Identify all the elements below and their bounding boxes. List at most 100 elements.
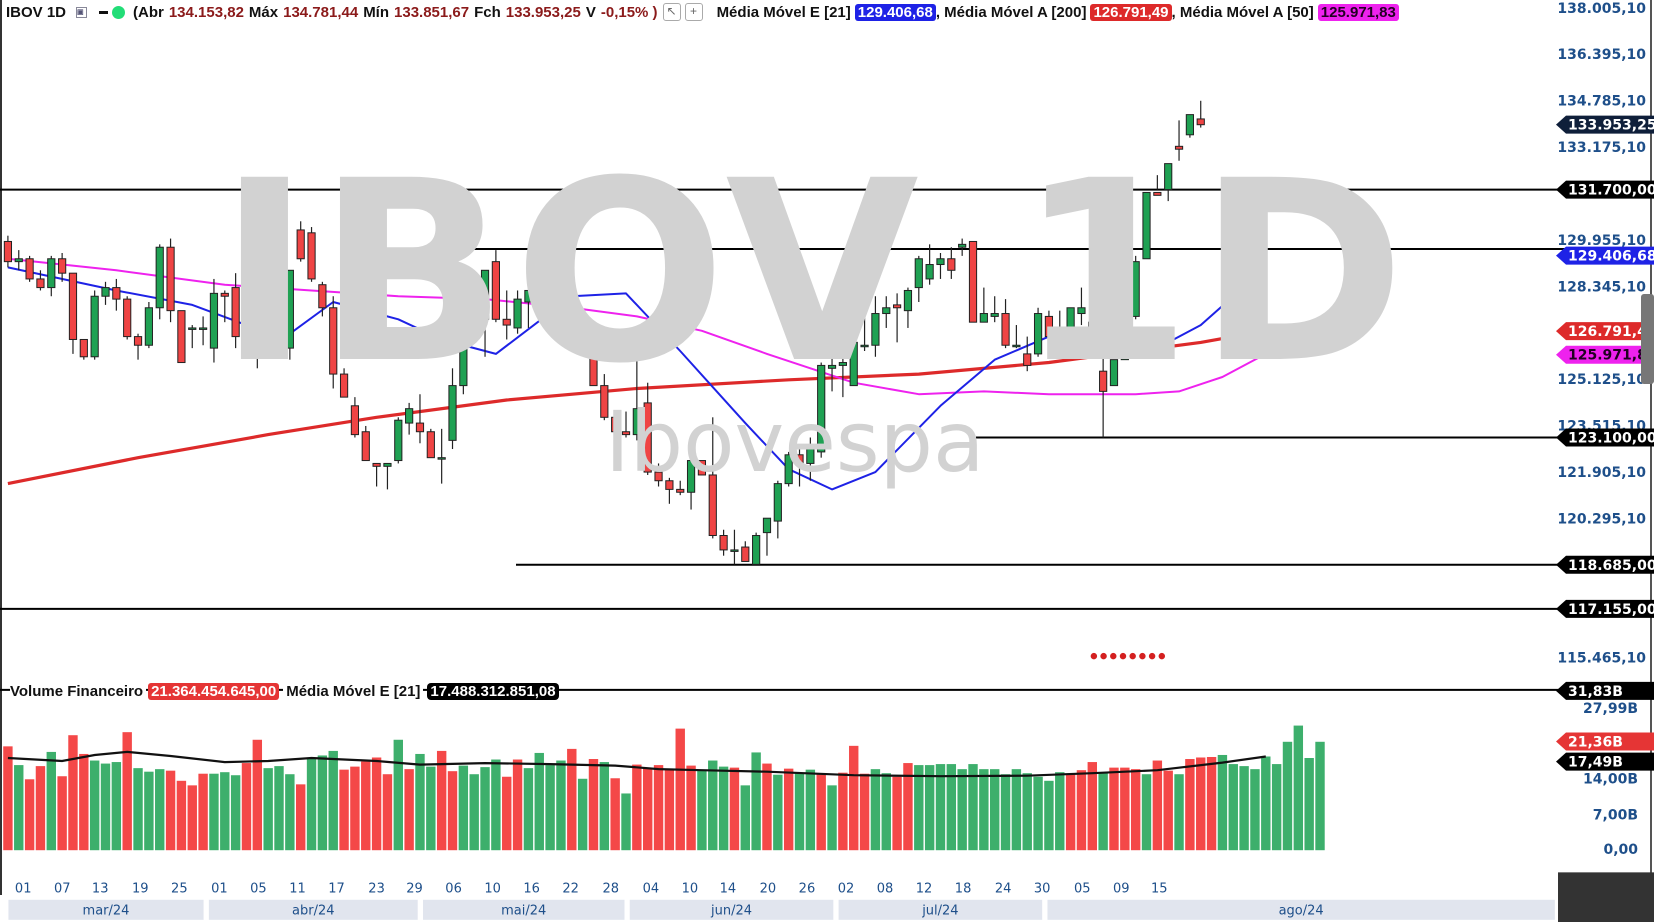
volume-tag: 21,36B (1568, 735, 1623, 751)
price-tag (1556, 428, 1654, 447)
volume-bar (870, 769, 881, 851)
price-tag (1556, 599, 1654, 618)
volume-bar (653, 765, 664, 851)
volume-bar (1120, 767, 1130, 851)
x-tick-label: 14 (720, 881, 737, 896)
volume-bar (1228, 764, 1238, 851)
x-tick-label: 09 (1113, 881, 1130, 896)
add-indicator-button[interactable]: + (684, 3, 703, 21)
volume-bar (1315, 741, 1325, 851)
volume-bar (718, 766, 729, 851)
corner-panel (1558, 872, 1654, 922)
volume-tick-label: 7,00B (1593, 807, 1638, 823)
y-tick-label: 120.295,10 (1557, 511, 1646, 527)
signal-dot (1148, 652, 1156, 660)
volume-bar (491, 759, 501, 851)
svg-text:123.100,00: 123.100,00 (1568, 430, 1654, 446)
volume-bar (805, 769, 816, 851)
volume-bar (588, 759, 599, 851)
volume-bar (1044, 780, 1054, 851)
volume-bar (1141, 774, 1152, 851)
month-band (629, 899, 834, 920)
signal-dot (1100, 652, 1107, 660)
volume-tick-label: 27,99B (1583, 701, 1638, 717)
volume-bar (79, 753, 89, 851)
volume-bar (577, 778, 588, 851)
x-tick-label: 13 (92, 881, 109, 896)
volume-bar (274, 766, 284, 851)
x-tick-label: 02 (838, 881, 855, 896)
y-tick-label: 129.955,10 (1557, 233, 1646, 249)
svg-text:125.971,83: 125.971,83 (1568, 348, 1654, 364)
x-tick-label: 01 (15, 881, 32, 896)
volume-bar (1033, 776, 1043, 851)
cursor-button[interactable]: ↖ (662, 3, 681, 21)
x-tick-label: 17 (328, 881, 345, 896)
high-value: 134.781,44 (283, 3, 359, 21)
collapse-icon[interactable] (99, 10, 109, 14)
price-tag (1556, 180, 1654, 199)
svg-text:ago/24: ago/24 (1279, 904, 1324, 919)
volume-bar (697, 770, 707, 851)
volume-bar (1000, 774, 1011, 851)
volume-bar (729, 767, 740, 851)
volume-bar (827, 785, 837, 851)
volume-bar (1239, 766, 1249, 851)
x-tick-label: 11 (289, 881, 306, 896)
properties-icon[interactable]: ▣ (76, 6, 88, 18)
volume-bar (881, 773, 891, 851)
volume-bar (382, 774, 393, 851)
y-tick-label: 121.905,10 (1557, 465, 1646, 481)
volume-bar (1055, 772, 1065, 851)
volume-bar (317, 755, 328, 851)
volume-bar (1011, 769, 1022, 851)
volume-bar (1293, 725, 1304, 851)
volume-bar (68, 735, 78, 851)
volume-bar (415, 753, 425, 851)
x-tick-label: 25 (171, 881, 188, 896)
volume-header: Volume Financeiro 21.364.454.645,00 Médi… (10, 683, 559, 700)
svg-text:118.685,00: 118.685,00 (1568, 558, 1654, 574)
volume-bar (751, 752, 761, 851)
volume-bar (1022, 773, 1032, 851)
ma200-value: 126.791,49 (1090, 3, 1172, 21)
volume-bar (35, 766, 46, 851)
symbol-label: IBOV 1D (6, 3, 67, 21)
volume-bar (632, 764, 642, 851)
volume-label: Volume Financeiro (10, 683, 147, 700)
svg-text:jul/24: jul/24 (921, 904, 958, 919)
y-tick-label: 138.005,10 (1557, 1, 1646, 17)
y-tick-label: 134.785,10 (1557, 94, 1646, 110)
y-tick-label: 125.125,10 (1557, 372, 1646, 388)
volume-bar (762, 763, 772, 851)
scroll-handle[interactable] (1641, 294, 1654, 384)
volume-bar (436, 750, 447, 851)
volume-bar (198, 773, 208, 851)
volume-bar (599, 762, 610, 851)
volume-bar (3, 746, 13, 851)
price-tag (1556, 555, 1654, 574)
volume-bar (816, 774, 826, 851)
volume-tag: 31,83B (1568, 684, 1623, 700)
chart-header: IBOV 1D ▣ (Abr 134.153,82 Máx 134.781,44… (6, 2, 1399, 22)
y-tick-label: 128.345,10 (1557, 279, 1646, 295)
volume-bar (230, 775, 241, 851)
volume-bar (1087, 762, 1097, 851)
volume-bar (859, 773, 870, 851)
volume-bar (1163, 770, 1173, 851)
svg-text:mar/24: mar/24 (83, 904, 130, 919)
x-tick-label: 29 (406, 881, 423, 896)
x-tick-label: 08 (877, 881, 894, 896)
x-tick-label: 01 (211, 881, 228, 896)
volume-bar (393, 739, 403, 851)
signal-dot (1129, 652, 1136, 660)
price-tag (1556, 345, 1654, 364)
close-value: 133.953,25 (505, 3, 581, 21)
volume-bar (567, 748, 577, 851)
x-tick-label: 30 (1034, 881, 1051, 896)
price-tag (1556, 246, 1654, 265)
volume-bar (371, 757, 382, 851)
x-tick-label: 10 (682, 881, 699, 896)
volume-bar (176, 780, 187, 851)
